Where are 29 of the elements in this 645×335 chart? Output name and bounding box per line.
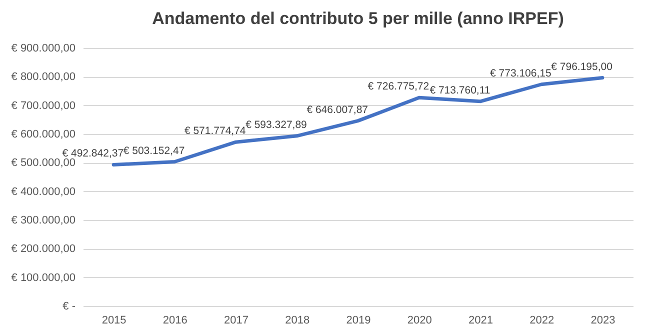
x-tick-label: 2022 — [530, 314, 554, 326]
y-tick-label: € 700.000,00 — [11, 100, 76, 112]
data-label: € 713.760,11 — [430, 84, 490, 96]
x-tick-label: 2018 — [285, 314, 310, 326]
chart-title: Andamento del contributo 5 per mille (anno IRPEF) — [152, 9, 564, 28]
y-tick-label: € 300.000,00 — [11, 214, 76, 226]
data-label: € 646.007,87 — [306, 104, 368, 116]
y-tick-label: € - — [62, 300, 76, 312]
y-tick-label: € 500.000,00 — [11, 157, 76, 170]
x-tick-label: 2019 — [346, 314, 371, 326]
x-tick-label: 2021 — [468, 314, 493, 326]
data-label: € 773.106,15 — [490, 67, 552, 80]
data-label: € 593.327,89 — [246, 118, 308, 131]
data-label: € 503.152,47 — [123, 144, 185, 157]
x-tick-label: 2023 — [590, 314, 616, 326]
y-tick-label: € 600.000,00 — [11, 128, 76, 140]
x-tick-label: 2020 — [407, 314, 432, 326]
data-label: € 492.842,37 — [62, 148, 124, 160]
x-tick-label: 2015 — [102, 314, 126, 326]
data-label: € 796.195,00 — [551, 60, 613, 73]
data-label: € 571.774,74 — [184, 125, 246, 138]
y-tick-label: € 800.000,00 — [11, 71, 76, 84]
y-tick-label: € 200.000,00 — [11, 243, 76, 256]
x-tick-label: 2016 — [162, 314, 188, 326]
y-tick-label: € 100.000,00 — [11, 272, 76, 284]
y-tick-label: € 400.000,00 — [11, 186, 76, 198]
x-tick-label: 2017 — [224, 314, 249, 326]
data-label: € 726.775,72 — [368, 80, 430, 93]
y-tick-label: € 900.000,00 — [11, 42, 76, 54]
